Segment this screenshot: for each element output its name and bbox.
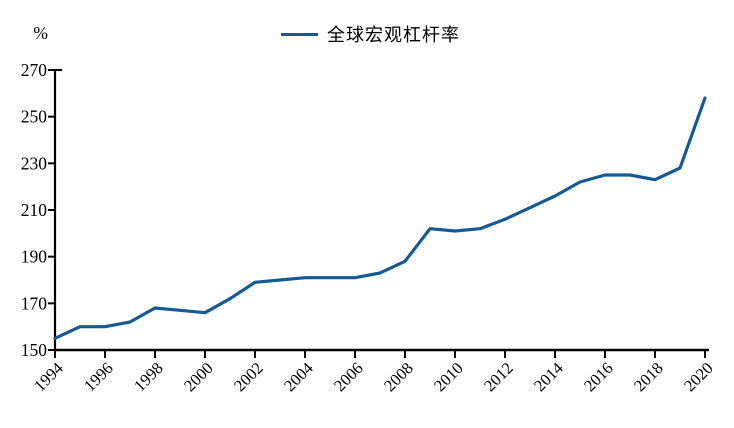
x-tick-label: 1998 bbox=[130, 358, 167, 395]
x-tick-label: 2016 bbox=[580, 358, 617, 395]
x-tick-label: 2004 bbox=[280, 358, 317, 395]
x-tick-label: 1994 bbox=[30, 358, 67, 395]
legend-label: 全球宏观杠杆率 bbox=[327, 25, 460, 45]
x-tick-label: 2008 bbox=[380, 358, 417, 395]
x-tick-label: 2014 bbox=[530, 358, 567, 395]
x-tick-label: 2020 bbox=[680, 358, 717, 395]
x-tick-label: 2010 bbox=[430, 358, 467, 395]
x-tick-label: 2000 bbox=[180, 358, 217, 395]
x-tick-label: 1996 bbox=[80, 358, 117, 395]
x-tick-label: 2012 bbox=[480, 358, 517, 395]
y-tick-label: 250 bbox=[21, 107, 48, 127]
y-tick-label: 230 bbox=[21, 153, 48, 173]
legend-line-swatch bbox=[281, 32, 318, 36]
x-tick-label: 2018 bbox=[630, 358, 667, 395]
x-tick-label: 2006 bbox=[330, 358, 367, 395]
y-tick-label: 190 bbox=[21, 247, 48, 267]
x-tick-label: 2002 bbox=[230, 358, 267, 395]
series-line-global-leverage bbox=[53, 96, 707, 340]
legend: 全球宏观杠杆率 bbox=[281, 22, 460, 46]
y-tick-label: 170 bbox=[21, 293, 48, 313]
y-tick-label: 270 bbox=[21, 60, 48, 80]
y-tick-label: 210 bbox=[21, 200, 48, 220]
y-axis-unit-label: % bbox=[33, 23, 48, 43]
y-tick-label: 150 bbox=[21, 340, 48, 360]
